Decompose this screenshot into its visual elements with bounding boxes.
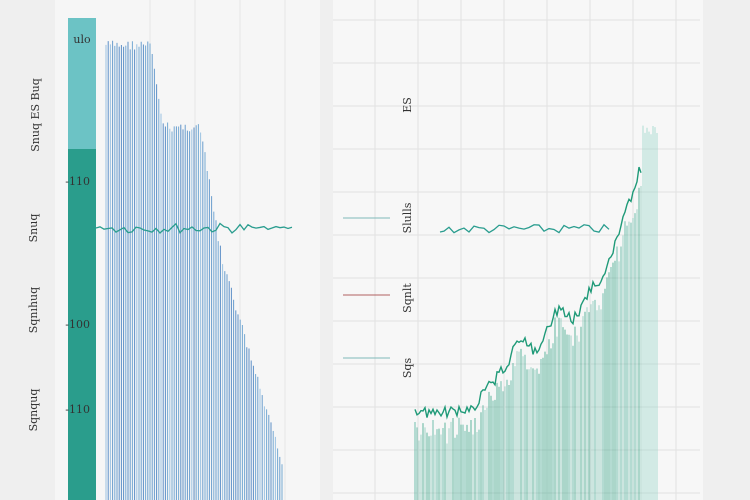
- axis-label: -100: [65, 318, 90, 331]
- blue-lines: [105, 40, 283, 500]
- teal-band-bottom: [68, 149, 96, 500]
- side-label: Sqnıhuq: [27, 287, 40, 333]
- side-label: Sqnlt: [401, 283, 414, 313]
- side-label: Slulls: [401, 202, 414, 233]
- side-label: Snuq: [27, 214, 40, 243]
- side-label: ES: [401, 97, 414, 113]
- teal-band-top: [68, 18, 96, 149]
- top-label: ulo: [73, 33, 91, 46]
- teal-line: [439, 223, 610, 234]
- side-label: Sqs: [401, 358, 414, 379]
- axis-label: -110: [65, 403, 90, 416]
- green-line: [414, 166, 642, 420]
- axis-label: -110: [65, 175, 90, 188]
- side-label: Sqnquq: [27, 389, 40, 432]
- green-lines: [414, 125, 658, 500]
- side-label: Snuq ES Buq: [29, 78, 42, 152]
- arrows: [343, 217, 390, 359]
- teal-line: [95, 222, 293, 234]
